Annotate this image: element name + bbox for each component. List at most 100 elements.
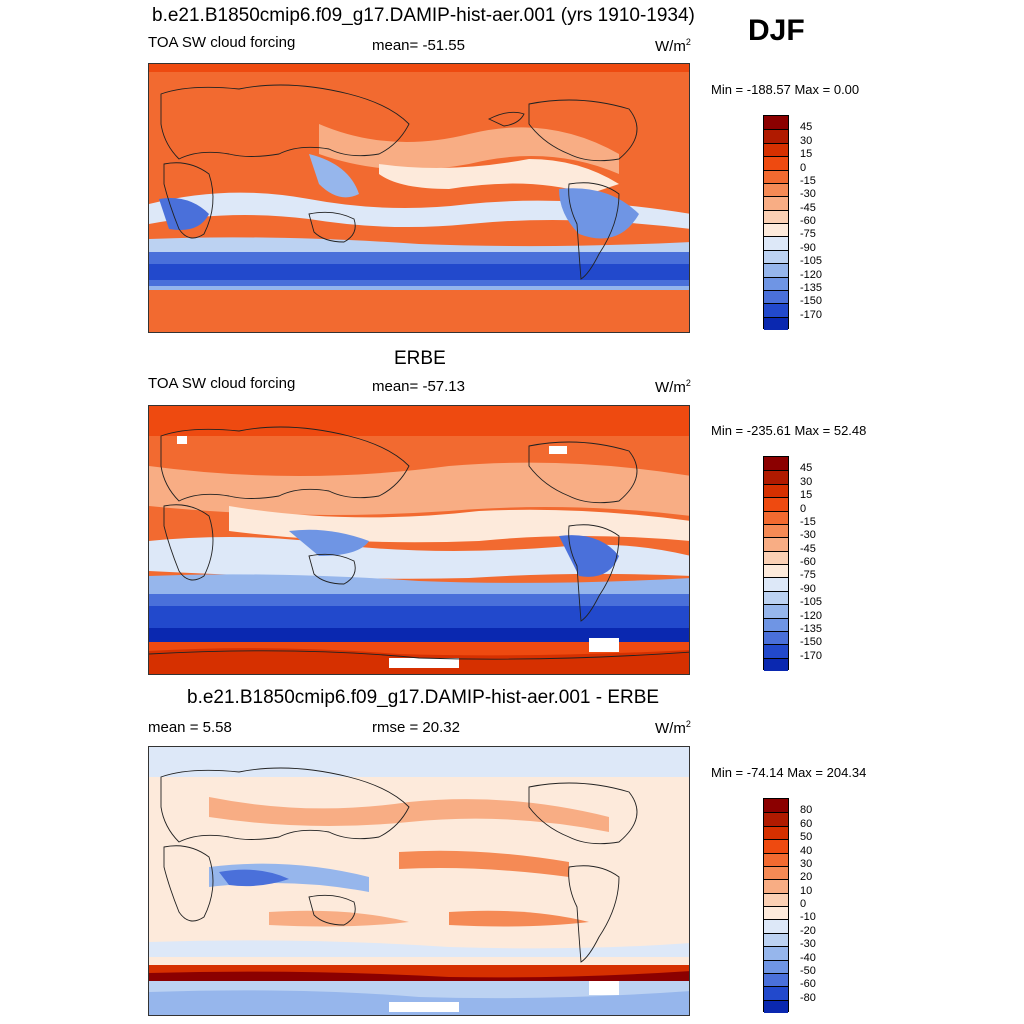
panel3-colorbar-label: -40	[800, 951, 816, 964]
panel3-colorbar-label: 80	[800, 804, 813, 817]
panel3-colorbar-swatch	[764, 892, 788, 906]
panel2-colorbar-label: 45	[800, 462, 813, 475]
panel2-colorbar-label: 30	[800, 475, 813, 488]
panel2-colorbar-swatch	[764, 497, 788, 511]
panel1-units: W/m2	[655, 37, 691, 55]
panel1-map-field	[149, 64, 689, 332]
panel2-colorbar-label: 15	[800, 489, 813, 502]
panel1-mean-label: mean= -51.55	[372, 37, 465, 54]
panel1-colorbar-swatch	[764, 263, 788, 277]
panel3-colorbar-swatch	[764, 986, 788, 1000]
panel3-colorbar-label: -10	[800, 911, 816, 924]
panel1-colorbar-label: -150	[800, 295, 823, 308]
panel3-colorbar-swatch	[764, 865, 788, 880]
panel1-colorbar-swatch	[764, 129, 788, 143]
panel3-colorbar-label: 30	[800, 857, 813, 870]
panel3-title: b.e21.B1850cmip6.f09_g17.DAMIP-hist-aer.…	[187, 687, 660, 708]
panel3-colorbar-swatch	[764, 919, 788, 933]
panel1-colorbar-label: -30	[800, 188, 816, 201]
panel1-colorbar-label: -105	[800, 255, 823, 268]
panel1-colorbar-label: -75	[800, 228, 816, 241]
panel3-colorbar-label: -30	[800, 938, 816, 951]
panel1-colorbar	[763, 115, 789, 330]
panel3-colorbar	[763, 798, 789, 1013]
panel2-colorbar-swatch	[764, 617, 788, 631]
panel2-colorbar-swatch	[764, 630, 788, 645]
panel3-colorbar-label: 0	[800, 898, 807, 910]
panel2-map	[148, 405, 690, 675]
panel2-colorbar-swatch	[764, 510, 788, 524]
panel1-colorbar-label: -15	[800, 174, 816, 187]
panel3-colorbar-label: -20	[800, 924, 816, 937]
panel3-colorbar-swatch	[764, 932, 788, 947]
panel1-colorbar-swatch	[764, 156, 788, 170]
panel3-colorbar-label: 20	[800, 871, 813, 884]
panel1-map	[148, 63, 690, 333]
panel1-colorbar-swatch	[764, 289, 788, 304]
panel2-colorbar-label: -135	[800, 622, 823, 635]
panel3-colorbar-label: -60	[800, 978, 816, 991]
panel2-colorbar	[763, 456, 789, 671]
panel3-colorbar-swatch	[764, 839, 788, 853]
panel3-colorbar-label: -80	[800, 991, 816, 1004]
panel2-colorbar-swatch	[764, 537, 788, 551]
panel1-colorbar-label: -120	[800, 268, 823, 281]
panel2-colorbar-swatch	[764, 657, 788, 671]
panel1-colorbar-swatch	[764, 116, 788, 130]
panel2-colorbar-swatch	[764, 577, 788, 591]
panel1-colorbar-swatch	[764, 276, 788, 290]
panel2-minmax: Min = -235.61 Max = 52.48	[711, 423, 867, 438]
panel2-map-field	[149, 406, 689, 674]
panel3-colorbar-label: 10	[800, 884, 813, 897]
panel2-colorbar-swatch	[764, 564, 788, 578]
panel2-colorbar-label: 0	[800, 502, 807, 515]
panel3-colorbar-swatch	[764, 999, 788, 1013]
panel3-colorbar-label: 40	[800, 844, 813, 857]
panel2-colorbar-label: -45	[800, 542, 816, 555]
panel1-colorbar-label: -90	[800, 241, 816, 254]
panel1-colorbar-label: -170	[800, 308, 823, 321]
panel1-colorbar-label: 0	[800, 161, 807, 174]
panel2-colorbar-swatch	[764, 523, 788, 538]
panel2-colorbar-label: -30	[800, 529, 816, 542]
season-label: DJF	[748, 14, 805, 47]
panel2-colorbar-swatch	[764, 457, 788, 471]
panel2-colorbar-label: -90	[800, 582, 816, 595]
panel1-colorbar-label: 15	[800, 148, 813, 161]
panel2-title: ERBE	[394, 348, 446, 369]
panel2-colorbar-swatch	[764, 550, 788, 564]
panel1-colorbar-label: -135	[800, 281, 823, 294]
panel1-colorbar-swatch	[764, 182, 788, 197]
panel1-colorbar-label: -60	[800, 215, 816, 227]
panel3-colorbar-swatch	[764, 852, 788, 866]
panel1-minmax: Min = -188.57 Max = 0.00	[711, 82, 860, 97]
panel2-colorbar-swatch	[764, 644, 788, 658]
panel3-colorbar-label: 60	[800, 817, 813, 830]
panel3-map-field	[149, 747, 689, 1015]
panel2-colorbar-swatch	[764, 470, 788, 484]
panel1-colorbar-swatch	[764, 249, 788, 264]
panel2-colorbar-label: -60	[800, 556, 816, 568]
panel1-title: b.e21.B1850cmip6.f09_g17.DAMIP-hist-aer.…	[152, 5, 695, 26]
panel1-colorbar-swatch	[764, 303, 788, 317]
panel1-colorbar-swatch	[764, 236, 788, 250]
panel2-colorbar-swatch	[764, 604, 788, 618]
panel3-colorbar-swatch	[764, 879, 788, 893]
panel3-colorbar-swatch	[764, 825, 788, 840]
panel2-colorbar-label: -120	[800, 609, 823, 622]
panel2-colorbar-label: -170	[800, 649, 823, 662]
panel3-colorbar-label: 50	[800, 831, 813, 844]
panel2-colorbar-label: -75	[800, 569, 816, 582]
panel3-colorbar-swatch	[764, 959, 788, 973]
panel3-map	[148, 746, 690, 1016]
panel2-colorbar-label: -105	[800, 596, 823, 609]
panel3-colorbar-swatch	[764, 972, 788, 987]
panel1-colorbar-swatch	[764, 142, 788, 157]
panel1-colorbar-swatch	[764, 169, 788, 183]
panel3-colorbar-swatch	[764, 812, 788, 826]
panel3-colorbar-swatch	[764, 799, 788, 813]
panel1-colorbar-swatch	[764, 196, 788, 210]
panel1-variable-label: TOA SW cloud forcing	[148, 34, 296, 51]
panel1-colorbar-swatch	[764, 209, 788, 223]
panel2-variable-label: TOA SW cloud forcing	[148, 375, 296, 392]
